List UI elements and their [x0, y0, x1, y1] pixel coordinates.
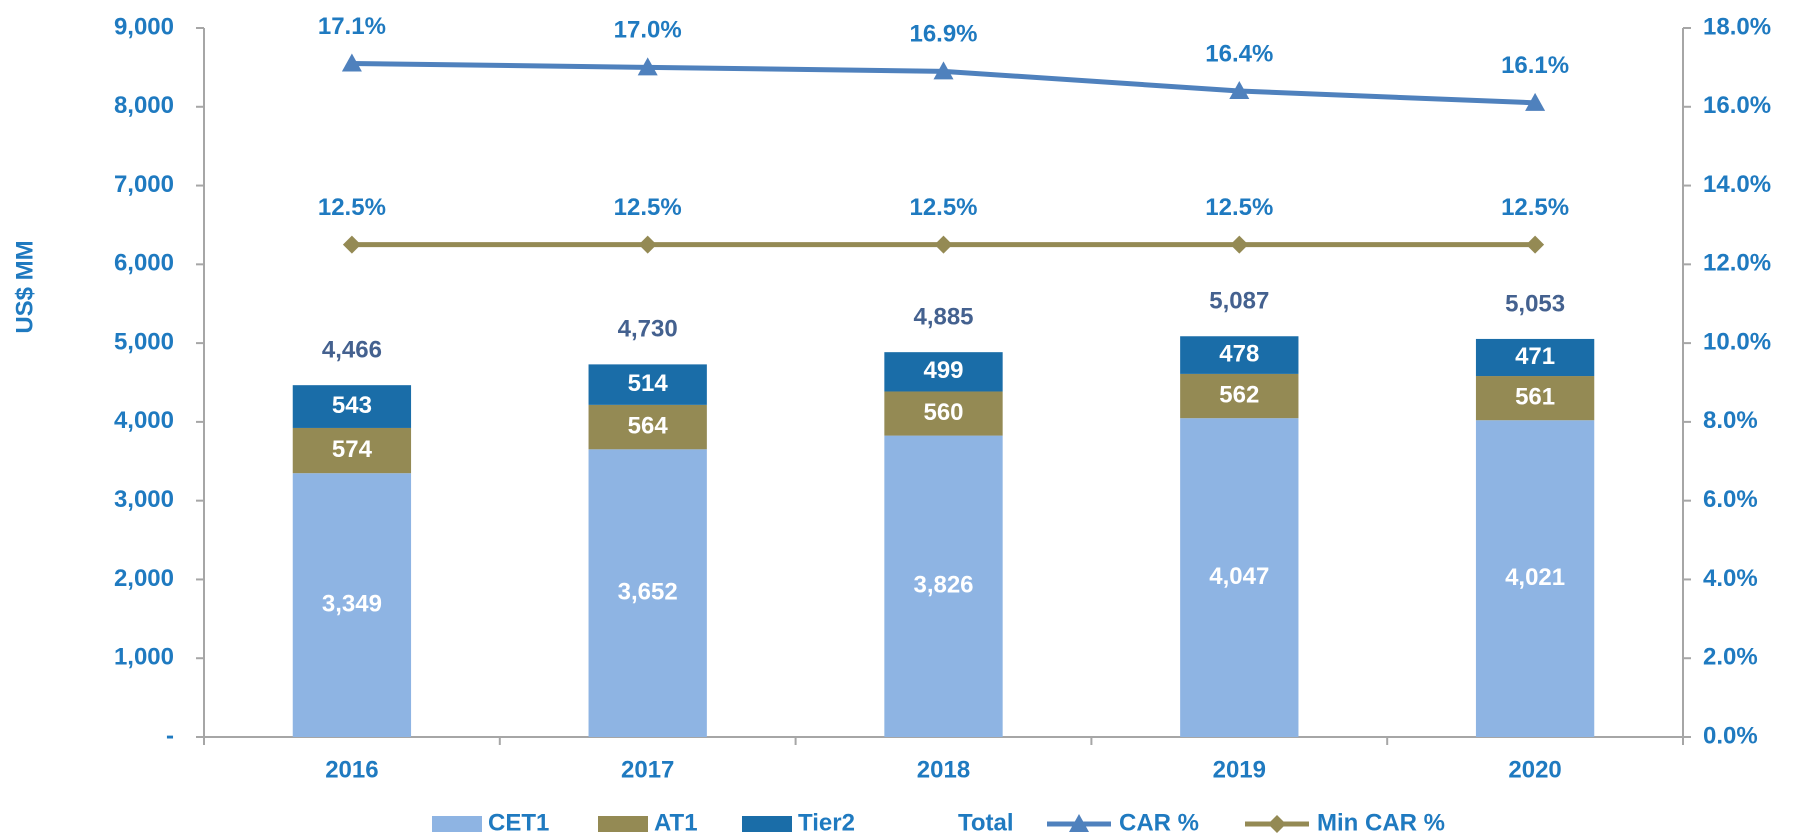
line-marker — [1230, 235, 1249, 254]
line-label: 17.0% — [614, 17, 682, 44]
x-tick-label: 2016 — [325, 756, 378, 783]
line-marker — [341, 53, 362, 72]
bar-segment — [1475, 420, 1595, 737]
y2-tick-label: 10.0% — [1703, 328, 1771, 355]
y2-tick-label: 14.0% — [1703, 171, 1771, 198]
total-label: 5,087 — [1209, 288, 1269, 315]
legend-label: AT1 — [654, 809, 698, 836]
y-axis-label: US$ MM — [11, 240, 38, 333]
bar-label: 3,349 — [322, 590, 382, 617]
legend-swatch — [598, 816, 648, 832]
bar-label: 3,652 — [618, 578, 678, 605]
bar-label: 561 — [1515, 383, 1555, 410]
x-tick-label: 2020 — [1508, 756, 1561, 783]
legend-label: Min CAR % — [1317, 809, 1445, 836]
y2-tick-label: 12.0% — [1703, 250, 1771, 277]
line-marker — [1229, 81, 1250, 100]
x-tick-label: 2018 — [917, 756, 970, 783]
line-label: 17.1% — [318, 13, 386, 40]
bar-segment — [884, 391, 1003, 436]
y-tick-label: 8,000 — [114, 92, 174, 119]
line-label: 12.5% — [318, 194, 386, 221]
bar-label: 543 — [332, 392, 372, 419]
line-marker — [1525, 92, 1546, 111]
bar-label: 560 — [923, 399, 963, 426]
y2-tick-label: 4.0% — [1703, 565, 1758, 592]
bar-segment — [1180, 418, 1299, 737]
line-label: 12.5% — [614, 194, 682, 221]
legend-marker — [1069, 814, 1089, 832]
line-marker — [638, 235, 657, 254]
line-marker — [637, 57, 658, 76]
y2-tick-label: 18.0% — [1703, 13, 1771, 40]
bar-segment — [1180, 336, 1299, 374]
y-tick-label: - — [166, 722, 174, 749]
y-tick-label: 2,000 — [114, 565, 174, 592]
bar-label: 4,047 — [1209, 563, 1269, 590]
line-label: 16.1% — [1501, 52, 1569, 79]
y-tick-label: 6,000 — [114, 250, 174, 277]
y-tick-label: 1,000 — [114, 644, 174, 671]
legend-swatch — [432, 816, 482, 832]
y-tick-label: 5,000 — [114, 328, 174, 355]
line-label: 12.5% — [1501, 194, 1569, 221]
bar-segment — [292, 427, 412, 474]
bar-label: 562 — [1219, 381, 1259, 408]
y2-tick-label: 6.0% — [1703, 486, 1758, 513]
bar-segment — [884, 435, 1003, 737]
bar-segment — [1475, 376, 1595, 421]
legend-label: Tier2 — [798, 809, 855, 836]
line-label: 12.5% — [909, 194, 977, 221]
bar-label: 564 — [628, 412, 669, 439]
y2-tick-label: 16.0% — [1703, 92, 1771, 119]
total-label: 4,466 — [322, 337, 382, 364]
line-label: 12.5% — [1205, 194, 1273, 221]
line-marker — [933, 61, 954, 80]
y2-tick-label: 2.0% — [1703, 644, 1758, 671]
bar-segment — [292, 473, 412, 737]
bar-label: 499 — [923, 357, 963, 384]
line-marker — [342, 235, 361, 254]
x-tick-label: 2017 — [621, 756, 674, 783]
total-label: 4,885 — [913, 304, 973, 331]
line-label: 16.9% — [909, 21, 977, 48]
legend-swatch — [742, 816, 792, 832]
y-tick-label: 7,000 — [114, 171, 174, 198]
y2-tick-label: 8.0% — [1703, 407, 1758, 434]
bar-label: 478 — [1219, 340, 1259, 367]
bar-label: 4,021 — [1505, 564, 1565, 591]
line-marker — [1526, 235, 1545, 254]
x-tick-label: 2019 — [1213, 756, 1266, 783]
bar-label: 514 — [628, 370, 669, 397]
bar-segment — [588, 364, 707, 405]
legend-marker — [1268, 815, 1286, 833]
y-tick-label: 3,000 — [114, 486, 174, 513]
y-tick-label: 9,000 — [114, 13, 174, 40]
bar-segment — [588, 449, 707, 737]
y-tick-label: 4,000 — [114, 407, 174, 434]
total-label: 5,053 — [1505, 290, 1565, 317]
bar-segment — [1475, 338, 1595, 377]
bar-segment — [588, 404, 707, 450]
legend-label: CAR % — [1119, 809, 1199, 836]
line-label: 16.4% — [1205, 40, 1273, 67]
bar-label: 471 — [1515, 343, 1555, 370]
y2-tick-label: 0.0% — [1703, 722, 1758, 749]
bar-segment — [1180, 373, 1299, 419]
bar-segment — [292, 385, 412, 428]
total-label: 4,730 — [618, 316, 678, 343]
line-marker — [934, 235, 953, 254]
bar-segment — [884, 352, 1003, 392]
legend-label: CET1 — [488, 809, 549, 836]
bar-label: 574 — [332, 436, 373, 463]
bar-label: 3,826 — [913, 572, 973, 599]
legend-label: Total — [958, 809, 1014, 836]
